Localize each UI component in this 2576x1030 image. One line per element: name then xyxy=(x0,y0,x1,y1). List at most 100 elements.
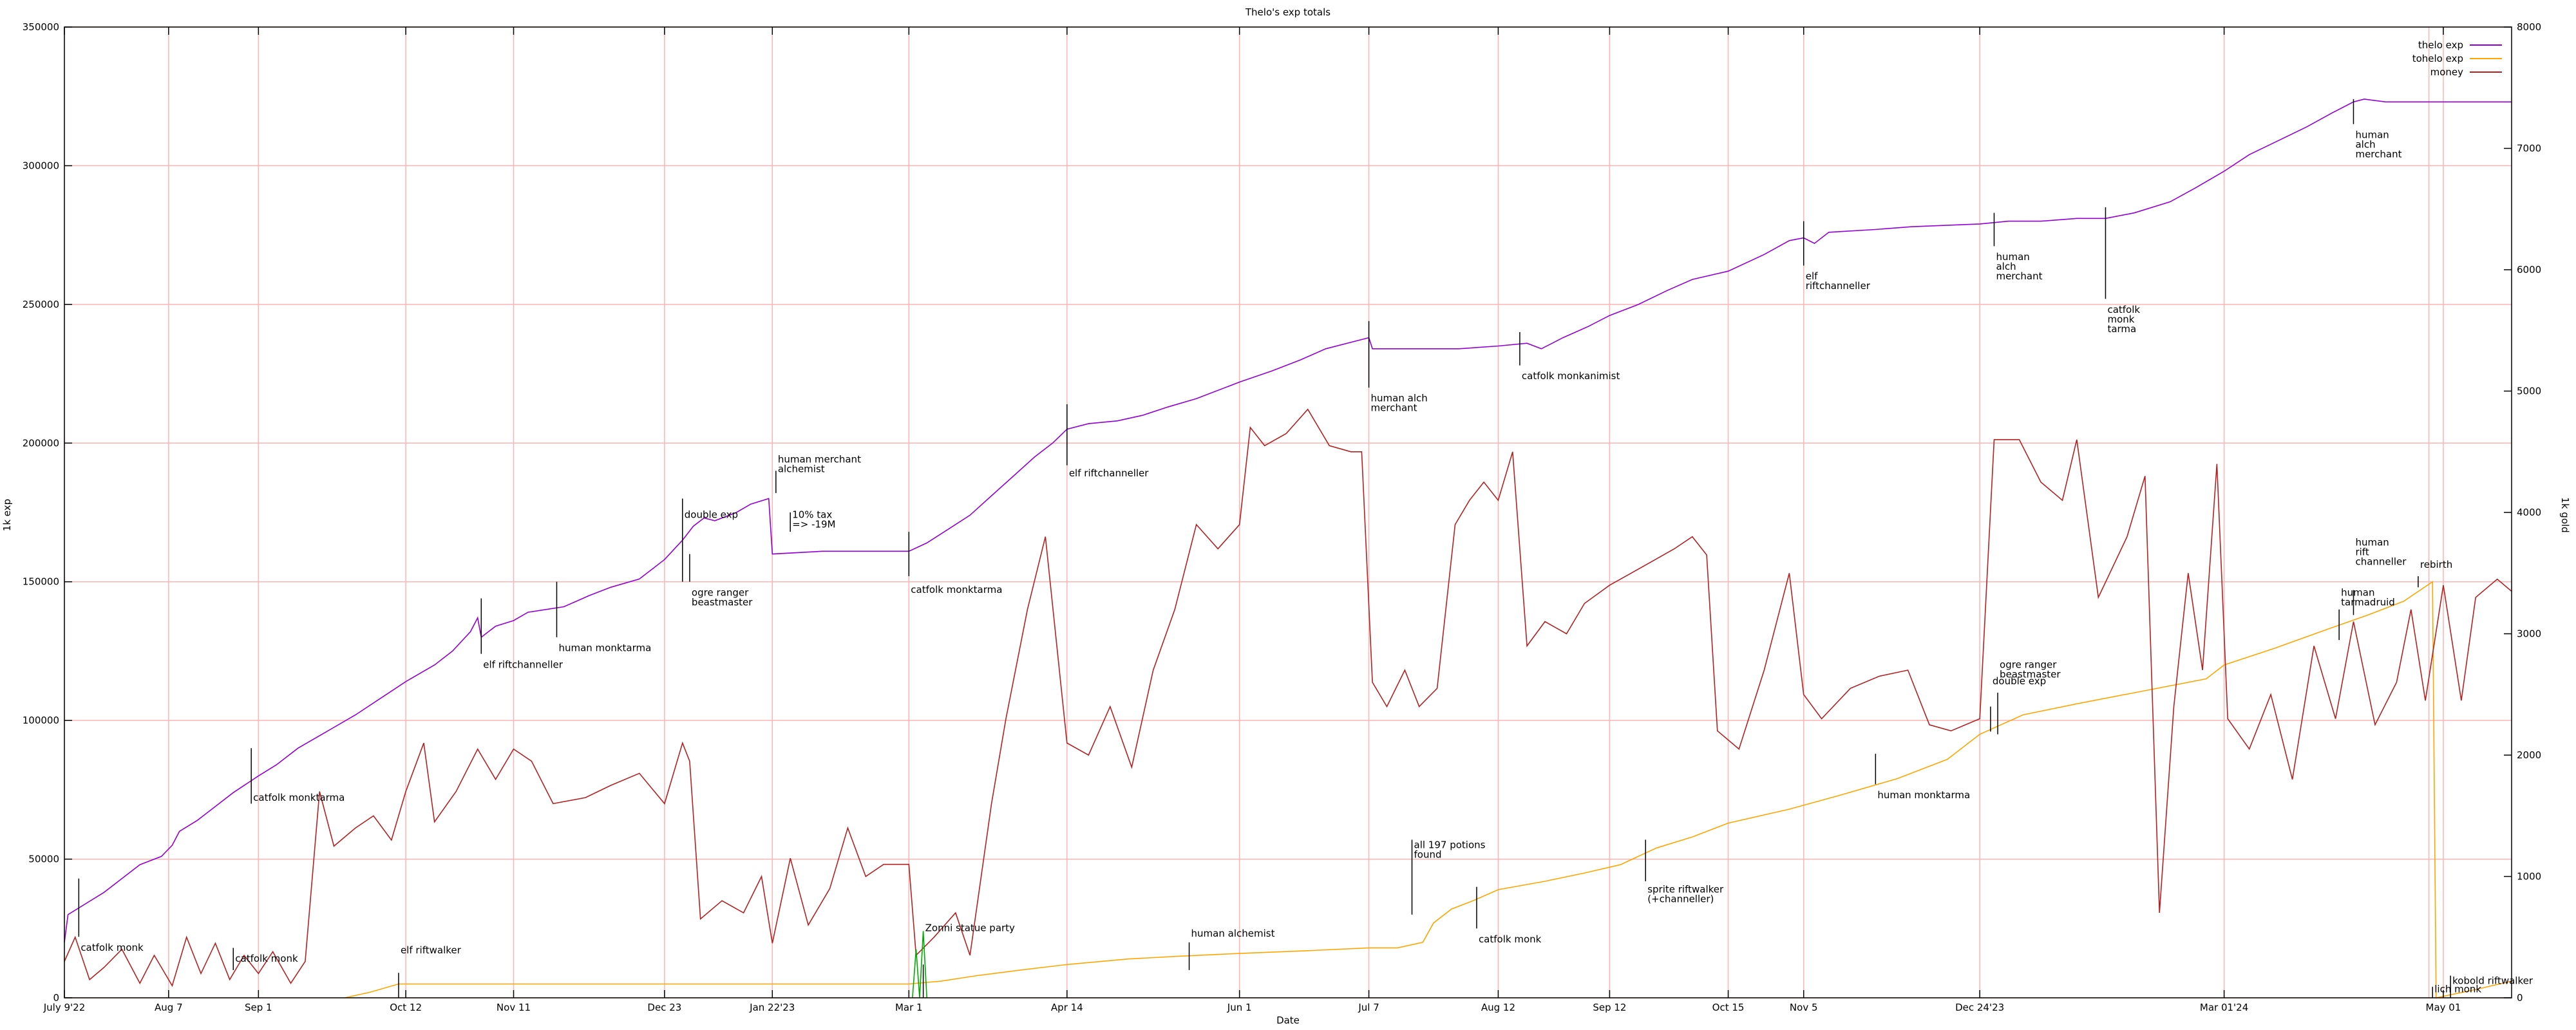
annotation-label-line: catfolk monk xyxy=(235,953,298,964)
annotation-label-line: merchant xyxy=(1371,402,1417,414)
annotation-label-line: tarmadruid xyxy=(2341,596,2395,608)
annotation-label-line: elf riftchanneller xyxy=(483,659,563,670)
x-tick-label: Nov 5 xyxy=(1790,1002,1818,1013)
annotation-label-line: channeller xyxy=(2355,556,2407,568)
y2-tick-label: 0 xyxy=(2517,992,2523,1004)
annotation-label-line: human xyxy=(2341,586,2374,598)
x-tick-label: July 9'22 xyxy=(43,1002,86,1013)
annotation-label-line: human merchant xyxy=(778,453,861,465)
legend-label: thelo exp xyxy=(2418,39,2463,51)
x-tick-label: Dec 24'23 xyxy=(1955,1002,2004,1013)
annotation-label-line: riftchanneller xyxy=(1806,280,1871,292)
annotation-label: ogre ranger beastmaster xyxy=(692,586,753,608)
y2-tick-label: 2000 xyxy=(2517,749,2541,761)
annotation-label: human monktarma xyxy=(1877,789,1970,801)
y2-tick-label: 1000 xyxy=(2517,871,2541,883)
y-tick-label: 150000 xyxy=(23,576,59,588)
x-tick-label: Jan 22'23 xyxy=(749,1002,795,1013)
annotation-label: catfolk monk xyxy=(80,942,144,953)
annotation-label-line: sprite riftwalker xyxy=(1647,883,1724,895)
y-tick-label: 250000 xyxy=(23,299,59,310)
annotation-label-line: human xyxy=(2355,537,2389,548)
annotation-label: lich monk xyxy=(2434,983,2481,995)
annotation-label: human alch merchant xyxy=(1371,393,1428,414)
annotation-label: elf riftchanneller xyxy=(1806,270,1871,292)
annotation-label-line: Zonni statue party xyxy=(925,922,1015,934)
x-tick-label: Aug 7 xyxy=(155,1002,183,1013)
annotation-label: human merchant alchemist xyxy=(778,453,861,474)
annotation-label-line: ogre ranger xyxy=(2000,659,2057,670)
series-line xyxy=(64,98,2512,942)
annotation-label-line: beastmaster xyxy=(2000,668,2061,680)
annotation-label-line: human xyxy=(2355,129,2389,140)
annotation-label-line: human alch xyxy=(1371,393,1428,404)
annotation-label-line: merchant xyxy=(2355,148,2401,160)
y2-tick-label: 7000 xyxy=(2517,143,2541,154)
y-axis-label: 1k exp xyxy=(1,499,13,531)
annotation-label: catfolk monk tarma xyxy=(2107,304,2140,335)
annotation-label-line: 10% tax xyxy=(792,509,832,521)
annotation-label: catfolk monkanimist xyxy=(1522,370,1620,382)
legend: thelo exp tohelo exp money xyxy=(2412,39,2502,78)
annotation-label: kobold riftwalker xyxy=(2452,975,2533,986)
annotation-label-line: catfolk monkanimist xyxy=(1522,370,1620,382)
chart-title: Thelo's exp totals xyxy=(1245,6,1331,18)
annotation-label: ogre ranger beastmaster xyxy=(2000,659,2061,680)
series-line xyxy=(64,408,2512,988)
x-tick-label: Oct 12 xyxy=(390,1002,422,1013)
annotation-label-line: lich monk xyxy=(2434,983,2481,995)
x-tick-label: Oct 15 xyxy=(1712,1002,1745,1013)
x-tick-label: Mar 1 xyxy=(895,1002,923,1013)
x-tick-label: Sep 1 xyxy=(245,1002,272,1013)
annotation-label-line: elf riftwalker xyxy=(401,944,462,956)
annotation-label: catfolk monktarma xyxy=(911,584,1002,595)
x-tick-label: Jul 7 xyxy=(1358,1002,1379,1013)
y2-axis-label: 1k gold xyxy=(2559,497,2571,532)
annotation-label: catfolk monk xyxy=(1479,933,1542,945)
annotation-label-line: catfolk monk xyxy=(80,942,144,953)
annotation-label: elf riftchanneller xyxy=(483,659,563,670)
annotation-label: Zonni statue party xyxy=(925,922,1015,934)
annotation-label: double exp xyxy=(685,509,738,521)
annotation-label: human alchemist xyxy=(1191,928,1275,939)
annotation-label-line: all 197 potions xyxy=(1414,839,1486,850)
x-tick-label: Nov 11 xyxy=(497,1002,531,1013)
y-tick-label: 300000 xyxy=(23,160,59,171)
annotation-label: catfolk monktarma xyxy=(253,792,345,803)
annotation-label-line: human alchemist xyxy=(1191,928,1275,939)
annotation-label-line: catfolk monk xyxy=(1479,933,1542,945)
annotation-label: human tarmadruid xyxy=(2341,586,2395,608)
annotation-label-line: elf riftchanneller xyxy=(1069,467,1149,479)
annotation-label: catfolk monk xyxy=(235,953,298,964)
annotation-label: double exp xyxy=(1993,675,2046,687)
annotation-label: elf riftwalker xyxy=(401,944,462,956)
axes-layer: 0500001000001500002000002500003000003500… xyxy=(23,21,2541,1013)
annotation-label: human alch merchant xyxy=(2355,129,2401,160)
y-tick-label: 50000 xyxy=(28,854,59,865)
annotation-label-line: elf xyxy=(1806,270,1818,282)
annotation-label-line: catfolk xyxy=(2107,304,2140,315)
annotation-label: human monktarma xyxy=(558,642,651,653)
annotation-label-line: human monktarma xyxy=(558,642,651,653)
x-tick-label: Jun 1 xyxy=(1227,1002,1252,1013)
annotation-label: sprite riftwalker (+channeller) xyxy=(1647,883,1724,904)
annotation-label-line: human monktarma xyxy=(1877,789,1970,801)
y-tick-label: 0 xyxy=(53,992,59,1004)
x-tick-label: Apr 14 xyxy=(1051,1002,1083,1013)
y-tick-label: 200000 xyxy=(23,437,59,449)
annotation-label-line: kobold riftwalker xyxy=(2452,975,2533,986)
annotation-label-line: double exp xyxy=(685,509,738,521)
y2-tick-label: 3000 xyxy=(2517,628,2541,640)
annotation-label-line: tarma xyxy=(2107,323,2136,335)
y-tick-label: 100000 xyxy=(23,715,59,726)
annotation-label: elf riftchanneller xyxy=(1069,467,1149,479)
annotation-label-line: => -19M xyxy=(792,519,835,530)
x-tick-label: Dec 23 xyxy=(647,1002,681,1013)
y2-tick-label: 8000 xyxy=(2517,21,2541,33)
annotation-label-line: ogre ranger xyxy=(692,586,749,598)
annotation-label: human rift channeller xyxy=(2355,537,2407,568)
y2-tick-label: 6000 xyxy=(2517,264,2541,276)
annotation-label: all 197 potions found xyxy=(1414,839,1486,860)
x-tick-label: Aug 12 xyxy=(1481,1002,1515,1013)
